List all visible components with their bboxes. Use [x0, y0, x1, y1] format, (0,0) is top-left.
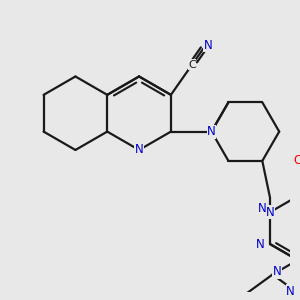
- Text: O: O: [293, 154, 300, 167]
- Text: N: N: [273, 265, 282, 278]
- Text: N: N: [258, 202, 267, 215]
- Text: N: N: [135, 143, 143, 157]
- Text: N: N: [256, 238, 265, 250]
- Text: N: N: [204, 39, 212, 52]
- Text: N: N: [286, 285, 295, 298]
- Text: N: N: [207, 125, 216, 138]
- Text: N: N: [266, 206, 274, 219]
- Text: C: C: [188, 60, 196, 70]
